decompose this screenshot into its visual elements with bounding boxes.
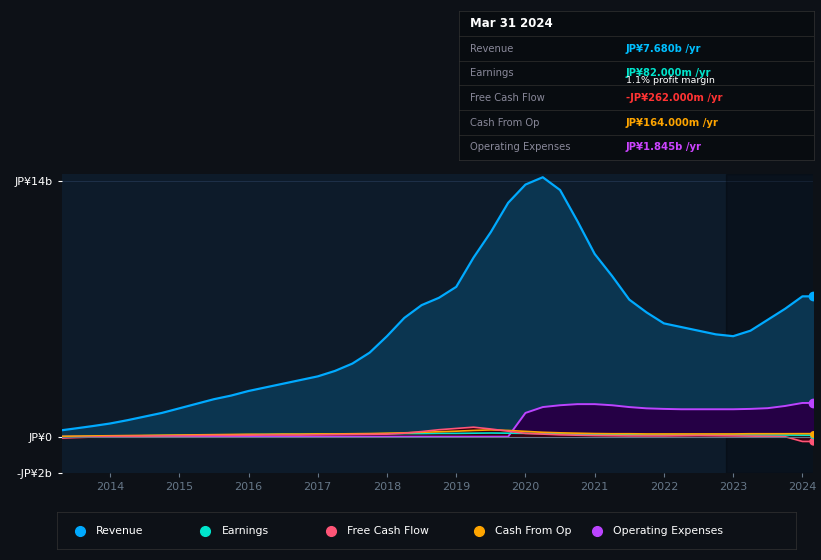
Text: Revenue: Revenue: [470, 44, 513, 54]
Text: Earnings: Earnings: [222, 526, 268, 535]
Text: Operating Expenses: Operating Expenses: [613, 526, 723, 535]
Text: Earnings: Earnings: [470, 68, 513, 78]
Text: -JP¥262.000m /yr: -JP¥262.000m /yr: [626, 93, 722, 103]
Text: JP¥164.000m /yr: JP¥164.000m /yr: [626, 118, 718, 128]
Text: Revenue: Revenue: [96, 526, 144, 535]
Text: JP¥1.845b /yr: JP¥1.845b /yr: [626, 142, 702, 152]
Text: 1.1% profit margin: 1.1% profit margin: [626, 76, 714, 85]
Text: Free Cash Flow: Free Cash Flow: [470, 93, 544, 103]
Text: Cash From Op: Cash From Op: [470, 118, 539, 128]
Text: Cash From Op: Cash From Op: [495, 526, 571, 535]
Bar: [727, 174, 816, 473]
Text: Mar 31 2024: Mar 31 2024: [470, 17, 553, 30]
Text: JP¥82.000m /yr: JP¥82.000m /yr: [626, 68, 711, 78]
Text: Free Cash Flow: Free Cash Flow: [347, 526, 429, 535]
Text: JP¥7.680b /yr: JP¥7.680b /yr: [626, 44, 701, 54]
Text: Operating Expenses: Operating Expenses: [470, 142, 570, 152]
